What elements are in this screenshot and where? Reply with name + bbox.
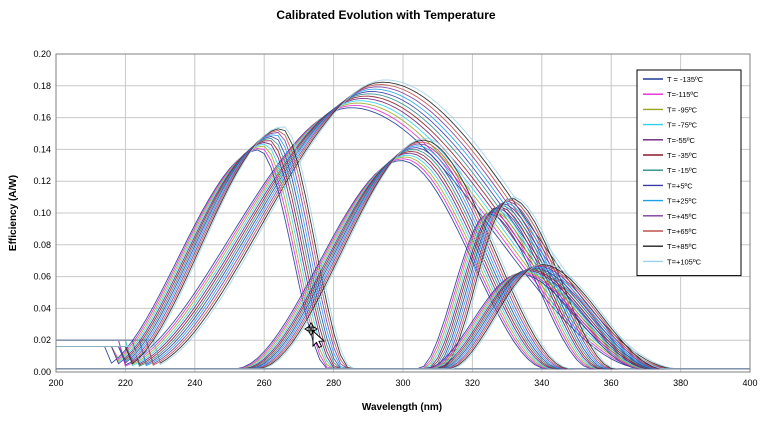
legend-entry: T= -35ºC: [667, 151, 698, 160]
y-tick-label: 0.12: [33, 176, 51, 186]
legend-entry: T=+85ºC: [667, 242, 697, 251]
y-tick-label: 0.18: [33, 81, 51, 91]
x-tick-label: 400: [742, 378, 757, 388]
series-line-long-b-12: [56, 263, 750, 370]
y-tick-label: 0.00: [33, 367, 51, 377]
y-tick-label: 0.02: [33, 335, 51, 345]
y-axis: 0.00 0.02 0.04 0.06 0.08 0.10 0.12 0.14 0.16 0.18…: [33, 49, 51, 377]
x-axis: 200 220 240 260 280 300 320 340 360 380 400: [48, 378, 757, 388]
legend-entry: T= -15ºC: [667, 166, 698, 175]
legend-entry: T=-115ºC: [667, 90, 699, 99]
x-tick-label: 320: [465, 378, 480, 388]
plot-frame: [55, 53, 751, 373]
legend-entry: T=+105ºC: [667, 257, 702, 266]
y-tick-label: 0.16: [33, 113, 51, 123]
x-tick-label: 220: [118, 378, 133, 388]
x-tick-label: 240: [187, 378, 202, 388]
legend-entry: T= -95ºC: [667, 105, 698, 114]
legend-entry: T=+45ºC: [667, 212, 697, 221]
legend-entry: T=+65ºC: [667, 227, 697, 236]
y-tick-label: 0.04: [33, 303, 51, 313]
legend-entry: T= -75ºC: [667, 121, 698, 130]
x-tick-label: 200: [48, 378, 63, 388]
legend: T = -135ºC T=-115ºC T= -95ºC T= -75ºC T=-55º…: [636, 69, 742, 277]
x-tick-label: 360: [604, 378, 619, 388]
y-tick-label: 0.14: [33, 144, 51, 154]
legend-entry: T=+5ºC: [667, 181, 693, 190]
y-tick-label: 0.06: [33, 272, 51, 282]
y-axis-label: Efficiency (A/W): [8, 175, 19, 251]
y-tick-label: 0.10: [33, 208, 51, 218]
series-group: [56, 79, 750, 370]
legend-box: [636, 69, 742, 277]
legend-entry: T=+25ºC: [667, 197, 697, 206]
y-tick-label: 0.20: [33, 49, 51, 59]
x-tick-label: 340: [534, 378, 549, 388]
x-tick-label: 280: [326, 378, 341, 388]
series-line-broadband-12: [56, 79, 750, 370]
x-tick-label: 260: [257, 378, 272, 388]
y-tick-label: 0.08: [33, 240, 51, 250]
x-tick-label: 300: [395, 378, 410, 388]
chart-title: Calibrated Evolution with Temperature: [276, 8, 495, 22]
legend-entry: T = -135ºC: [667, 75, 704, 84]
x-tick-label: 380: [673, 378, 688, 388]
x-axis-label: Wavelength (nm): [362, 402, 442, 413]
move-cursor-icon: [304, 322, 326, 348]
legend-entry: T=-55ºC: [667, 136, 696, 145]
